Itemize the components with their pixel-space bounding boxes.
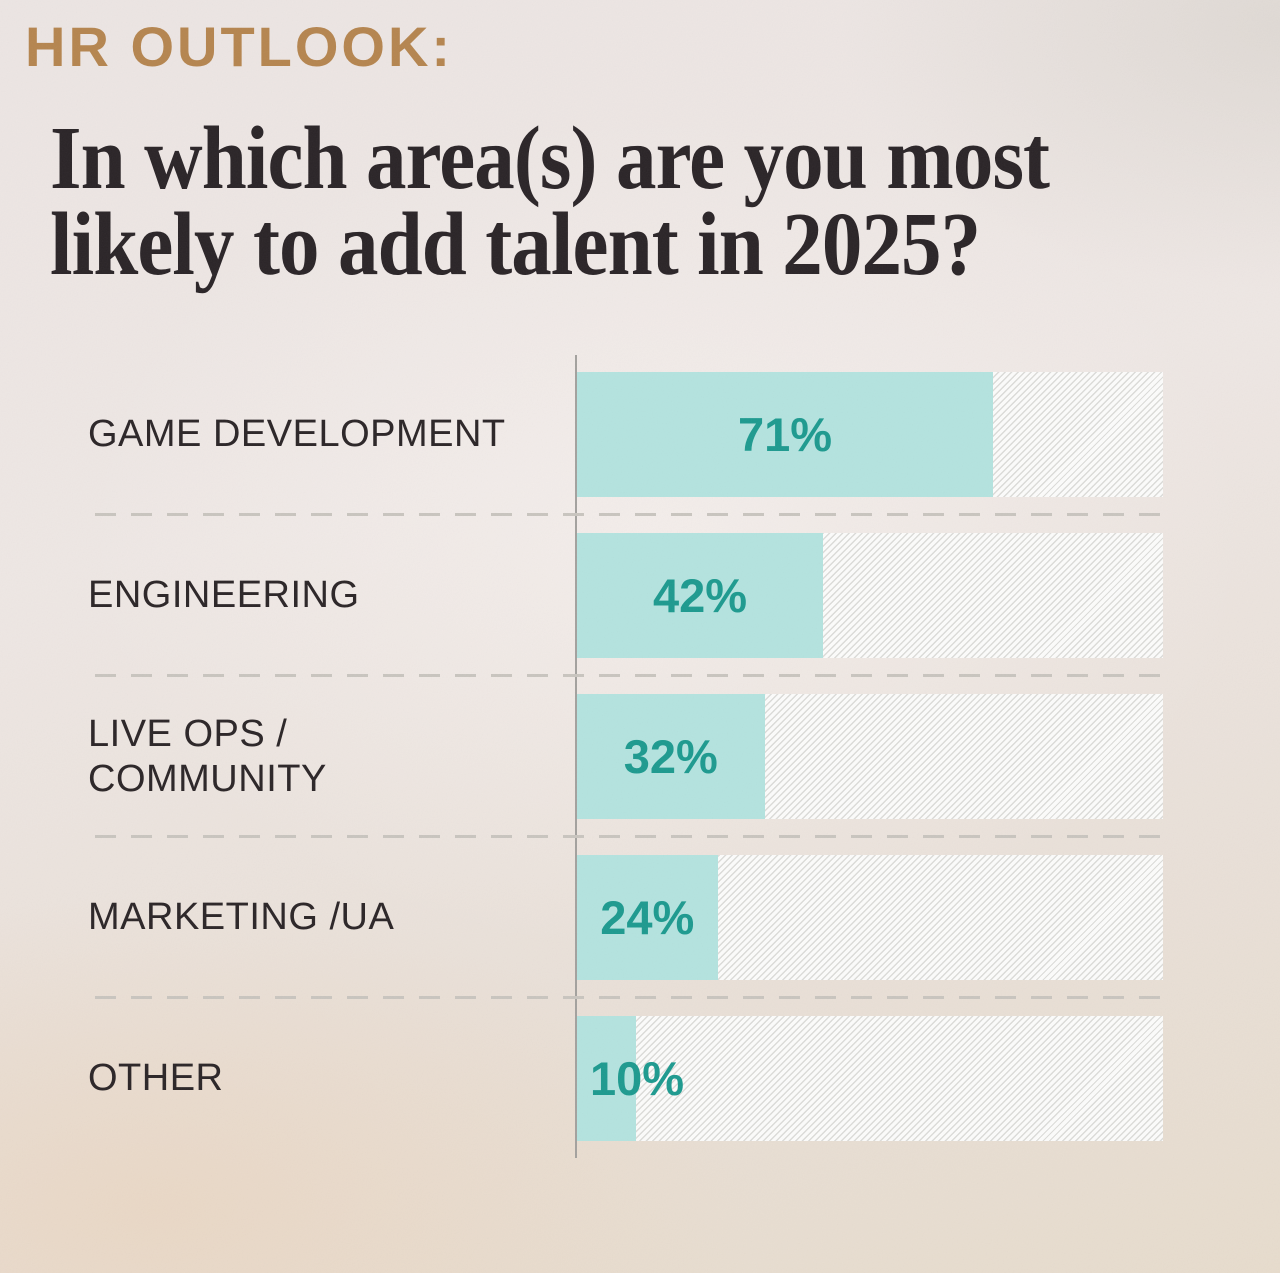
bar-value-label: 32% — [623, 730, 718, 783]
bar-track: 32% — [577, 694, 1163, 819]
bar-fill: 42% — [577, 533, 824, 658]
row-separator — [95, 835, 1165, 838]
bar-fill: 24% — [577, 855, 718, 980]
bar-track: 42% — [577, 533, 1163, 658]
category-label-cell: LIVE OPS / COMMUNITY — [0, 694, 577, 819]
kicker-heading: HR OUTLOOK: — [25, 15, 454, 78]
bar-value-label: 10% — [590, 1052, 685, 1105]
row-separator — [95, 513, 1165, 516]
row-separator — [95, 674, 1165, 677]
page-title: In which area(s) are you most likely to … — [50, 109, 1050, 294]
bar-track: 24% — [577, 855, 1163, 980]
chart-row-other: OTHER 10% — [0, 1016, 1280, 1141]
chart-row-live-ops-community: LIVE OPS / COMMUNITY 32% — [0, 694, 1280, 819]
row-separator — [95, 996, 1165, 999]
bar-chart: GAME DEVELOPMENT 71% ENGINEERING 42% LIV… — [0, 355, 1280, 1177]
bar-fill: 10% — [577, 1016, 684, 1141]
bar-value-label: 71% — [737, 408, 833, 461]
bar-value-label: 42% — [653, 569, 748, 622]
chart-row-game-development: GAME DEVELOPMENT 71% — [0, 372, 1280, 497]
category-label: OTHER — [88, 1057, 224, 1100]
category-label: GAME DEVELOPMENT — [88, 413, 506, 456]
category-label-cell: MARKETING /UA — [0, 855, 577, 980]
bar-fill: 32% — [577, 694, 765, 819]
bar-fill: 71% — [577, 372, 994, 497]
chart-row-marketing-ua: MARKETING /UA 24% — [0, 855, 1280, 980]
category-label: LIVE OPS / COMMUNITY — [88, 713, 327, 800]
category-label: ENGINEERING — [88, 574, 360, 617]
chart-row-engineering: ENGINEERING 42% — [0, 533, 1280, 658]
category-label-cell: OTHER — [0, 1016, 577, 1141]
bar-track: 10% — [577, 1016, 1163, 1141]
bar-track: 71% — [577, 372, 1163, 497]
bar-value-label: 24% — [600, 891, 695, 944]
category-label: MARKETING /UA — [88, 896, 395, 939]
category-label-cell: GAME DEVELOPMENT — [0, 372, 577, 497]
category-label-cell: ENGINEERING — [0, 533, 577, 658]
